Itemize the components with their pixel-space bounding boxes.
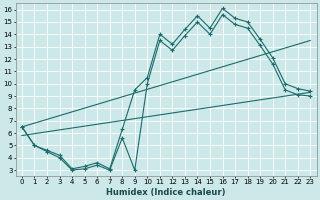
X-axis label: Humidex (Indice chaleur): Humidex (Indice chaleur) bbox=[106, 188, 226, 197]
